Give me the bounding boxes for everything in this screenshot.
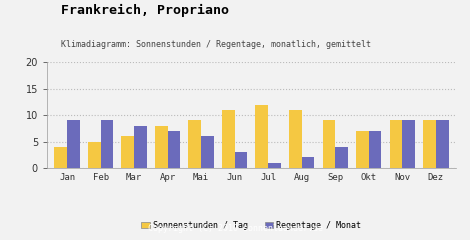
Bar <box>88 142 101 168</box>
Bar <box>235 152 247 168</box>
Bar <box>67 120 80 168</box>
Bar <box>302 157 314 168</box>
Bar <box>55 147 67 168</box>
Text: Klimadiagramm: Sonnenstunden / Regentage, monatlich, gemittelt: Klimadiagramm: Sonnenstunden / Regentage… <box>61 40 371 49</box>
Bar <box>335 147 348 168</box>
Bar <box>188 120 201 168</box>
Bar <box>168 131 180 168</box>
Bar <box>390 120 402 168</box>
Legend: Sonnenstunden / Tag, Regentage / Monat: Sonnenstunden / Tag, Regentage / Monat <box>138 218 365 234</box>
Bar <box>155 126 168 168</box>
Bar <box>256 105 268 168</box>
Bar <box>289 110 302 168</box>
Text: Frankreich, Propriano: Frankreich, Propriano <box>61 4 229 17</box>
Bar <box>402 120 415 168</box>
Bar <box>436 120 448 168</box>
Bar <box>423 120 436 168</box>
Bar <box>268 163 281 168</box>
Bar <box>121 136 134 168</box>
Text: Copyright (C) 2010 sonnenlaender.de: Copyright (C) 2010 sonnenlaender.de <box>148 224 322 233</box>
Bar <box>201 136 214 168</box>
Bar <box>222 110 235 168</box>
Bar <box>356 131 369 168</box>
Bar <box>101 120 113 168</box>
Bar <box>369 131 382 168</box>
Bar <box>134 126 147 168</box>
Bar <box>322 120 335 168</box>
